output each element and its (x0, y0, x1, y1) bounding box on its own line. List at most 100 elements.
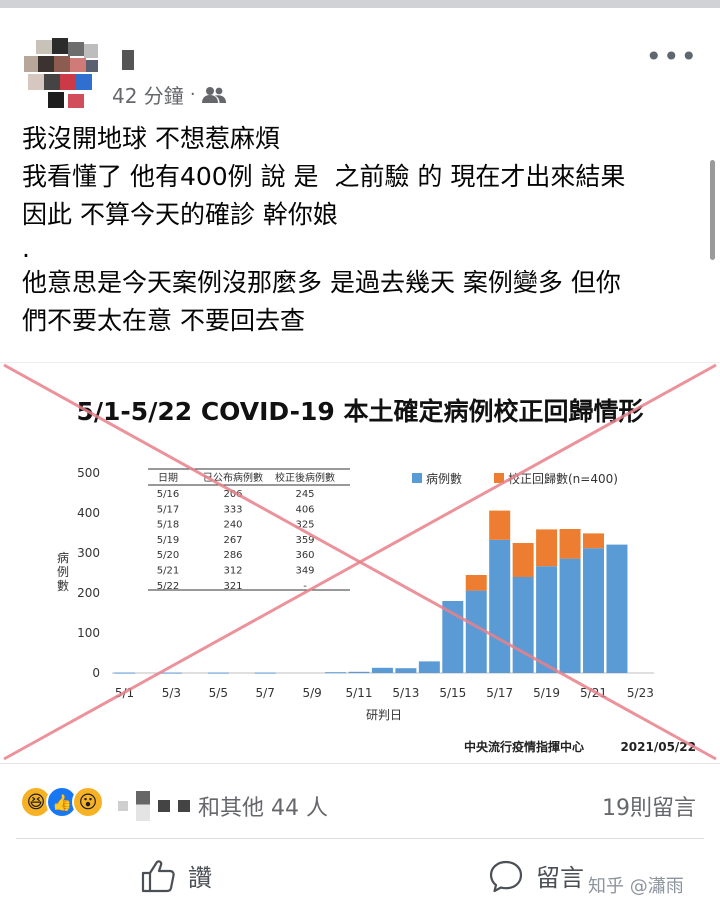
table-header: 校正後病例數 (275, 471, 335, 484)
table-cell: 5/19 (157, 535, 179, 546)
table-header: 已公布病例數 (203, 471, 263, 484)
table-cell: 5/22 (157, 581, 179, 592)
reaction-icons[interactable]: 😆 👍 😮 (20, 786, 104, 818)
thumbs-up-icon (141, 859, 175, 892)
comments-count[interactable]: 19則留言 (602, 796, 696, 821)
bar-cases (325, 672, 347, 674)
redacted-name (158, 800, 170, 812)
post-timestamp[interactable]: 42 分鐘 (112, 84, 184, 108)
bar-cases (606, 544, 628, 673)
like-button[interactable]: 讚 (140, 858, 212, 893)
inset-data-table: 日期 已公布病例數 校正後病例數 5/16 206 245 5/17 333 406 5/18 24… (148, 468, 350, 592)
bar-correction (536, 529, 558, 567)
table-cell: 349 (295, 566, 314, 577)
chart-source: 中央流行疫情指揮中心 (464, 739, 584, 754)
avatar[interactable] (22, 38, 100, 110)
table-cell: 240 (223, 520, 242, 531)
x-axis-label: 研判日 (366, 708, 402, 722)
top-status-strip (0, 0, 720, 8)
y-axis-label-char: 例 (57, 565, 69, 579)
post-meta: 42 分鐘 · (112, 80, 226, 109)
table-cell: 286 (223, 550, 242, 561)
table-cell: 333 (223, 504, 242, 515)
redacted-name (118, 801, 128, 811)
x-tick-label: 5/11 (346, 686, 373, 700)
bar-series (114, 510, 628, 674)
y-tick-label: 100 (77, 626, 100, 640)
reactors-text: 和其他 44 人 (198, 796, 328, 821)
x-tick-label: 5/13 (392, 686, 419, 700)
meta-separator: · (189, 84, 196, 105)
redacted-name (178, 800, 190, 812)
bar-cases (512, 577, 534, 673)
table-cell: 5/16 (157, 489, 179, 500)
bar-cases (465, 590, 487, 673)
bar-cases (418, 661, 440, 673)
x-tick-label: 5/17 (486, 686, 513, 700)
table-cell: 206 (223, 489, 242, 500)
table-cell: 245 (295, 489, 314, 500)
friends-icon (201, 86, 226, 103)
y-axis-label-char: 病 (57, 550, 69, 565)
table-cell: 360 (295, 550, 314, 561)
y-tick-label: 0 (92, 666, 100, 680)
comment-button[interactable]: 留言 (488, 858, 584, 893)
post-image[interactable]: 5/1-5/22 COVID-19 本土確定病例校正回歸情形 病 例 數 0 10… (0, 362, 720, 764)
post-line: 們不要太在意 不要回去查 (22, 306, 305, 335)
legend-label-correction: 校正回歸數(n=400) (508, 471, 618, 486)
table-cell: 5/17 (157, 504, 179, 515)
bar-cases (348, 671, 370, 673)
x-tick-label: 5/15 (439, 686, 466, 700)
bar-cases (160, 672, 182, 674)
post-line: 我沒開地球 不想惹麻煩 (22, 124, 280, 153)
chart-title: 5/1-5/22 COVID-19 本土確定病例校正回歸情形 (77, 397, 644, 426)
x-tick-label: 5/23 (627, 686, 654, 700)
bar-correction (489, 510, 511, 540)
table-cell: 5/20 (157, 550, 179, 561)
post-line: 他意思是今天案例沒那麼多 是過去幾天 案例變多 但你 (22, 268, 621, 297)
covid-chart: 5/1-5/22 COVID-19 本土確定病例校正回歸情形 病 例 數 0 10… (3, 363, 717, 761)
reactors-summary[interactable]: 和其他 44 人 (118, 790, 328, 822)
post-line: . (22, 234, 30, 263)
bar-correction (465, 575, 487, 591)
x-tick-label: 5/9 (302, 686, 321, 700)
table-cell: 406 (295, 504, 314, 515)
wow-reaction-icon: 😮 (72, 786, 104, 818)
legend-swatch-correction (494, 473, 504, 483)
y-tick-label: 200 (77, 586, 100, 600)
bar-correction (559, 529, 581, 559)
bar-cases (395, 668, 417, 673)
table-cell: 321 (223, 581, 242, 592)
legend-swatch-cases (412, 473, 422, 483)
divider (16, 838, 704, 839)
table-cell: 267 (223, 535, 242, 546)
table-cell: 312 (223, 566, 242, 577)
bar-cases (207, 672, 229, 674)
bar-cases (371, 667, 393, 673)
y-tick-label: 300 (77, 546, 100, 560)
y-axis-ticks: 0 100 200 300 400 500 (77, 466, 100, 680)
post-line: 我看懂了 他有400例 說 是 之前驗 的 現在才出來結果 (22, 162, 626, 191)
table-cell: 5/18 (157, 520, 179, 531)
table-cell: 359 (295, 535, 314, 546)
bar-cases (583, 548, 604, 673)
y-tick-label: 400 (77, 506, 100, 520)
y-tick-label: 500 (77, 466, 100, 480)
more-options-icon[interactable]: ••• (645, 40, 698, 73)
x-tick-label: 5/19 (533, 686, 560, 700)
bar-cases (254, 672, 276, 674)
table-cell: - (303, 581, 307, 592)
redacted-name (136, 791, 150, 821)
legend-label-cases: 病例數 (426, 471, 462, 486)
post-line: 因此 不算今天的確診 幹你娘 (22, 200, 338, 229)
bar-cases (489, 539, 511, 673)
author-name-redacted[interactable] (122, 50, 134, 70)
cross-line-2 (3, 363, 717, 761)
x-tick-label: 5/5 (209, 686, 228, 700)
like-label: 讚 (188, 864, 212, 892)
table-cell: 5/21 (157, 566, 179, 577)
bar-cases (114, 672, 135, 674)
scrollbar-thumb[interactable] (710, 160, 715, 260)
bar-cases (442, 601, 464, 673)
x-tick-label: 5/3 (162, 686, 181, 700)
